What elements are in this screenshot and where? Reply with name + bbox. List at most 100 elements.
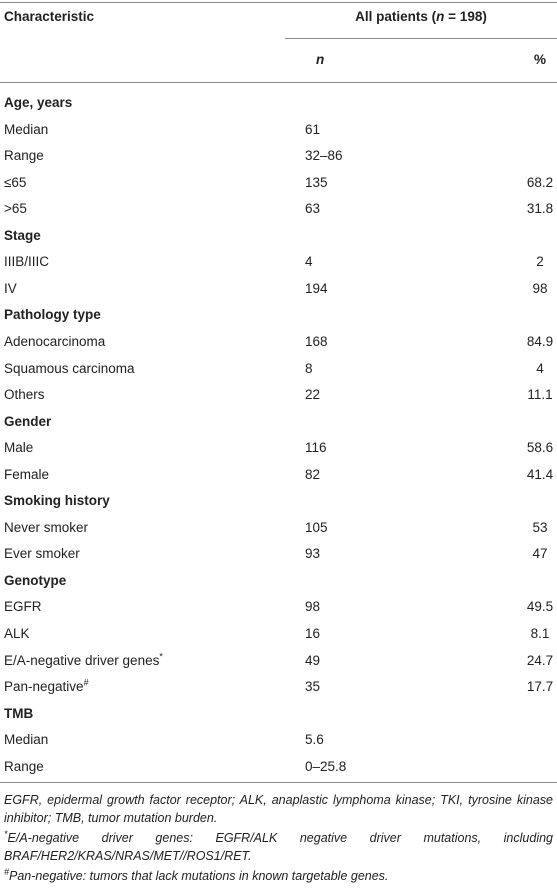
data-row: Median 5.6 [0,727,557,754]
superscript: * [4,828,8,839]
row-label: E/A-negative driver genes* [4,648,163,675]
section-row: Stage [0,223,557,250]
label-text: ≤65 [4,174,27,190]
row-label: Male [4,435,33,462]
section-row: Age, years [0,90,557,117]
label-text: E/A-negative driver genes [4,652,160,668]
count: 105 [305,519,328,535]
footnote-text: Pan-negative: tumors that lack mutations… [9,869,389,883]
column-header: n [316,52,325,67]
section-title: Smoking history [4,493,110,509]
label-text: Squamous carcinoma [4,360,135,376]
row-label: Never smoker [4,515,88,542]
row-label: Others [4,382,45,409]
label-text: Never smoker [4,519,89,535]
count: 61 [305,121,321,137]
count: 49 [305,652,321,668]
text: n [436,9,445,24]
superscript: * [159,651,163,662]
label-text: Ever smoker [4,546,80,562]
row-label: IIIB/IIIC [4,249,49,276]
data-row: ALK 16 8.1 [0,621,557,648]
rule [0,2,557,3]
count: 93 [305,546,321,562]
row-label: ALK [4,621,30,648]
count: 32–86 [305,148,343,164]
percent: 8.1 [530,626,550,641]
data-row: Range 32–86 [0,143,557,170]
percent: 2 [536,254,544,270]
count: 194 [305,280,328,296]
count: 8 [305,360,313,376]
percent: 98 [532,280,548,296]
row-label: Median [4,727,48,754]
rule [285,38,557,39]
count: 4 [305,254,313,270]
percent: 31.8 [526,201,554,217]
row-label: Adenocarcinoma [4,329,105,356]
count: 22 [305,387,321,403]
superscript: # [83,677,89,688]
row-label: Female [4,462,49,489]
label-text: IV [4,280,17,296]
column-header: Characteristic [4,9,95,24]
percent: 47 [532,546,548,562]
footnote: *E/A-negative driver genes: EGFR/ALK neg… [4,829,553,865]
row-label: EGFR [4,594,42,621]
section-title: Pathology type [4,307,101,323]
label-text: >65 [4,201,27,217]
data-row: ≤65 135 68.2 [0,170,557,197]
percent: 53 [532,519,548,535]
data-row: Others 22 11.1 [0,382,557,409]
percent: 11.1 [527,387,553,403]
percent: 49.5 [526,599,554,615]
count: 16 [305,626,321,641]
count: 63 [305,201,321,217]
footnote: #Pan-negative: tumors that lack mutation… [4,867,553,885]
footnote: EGFR, epidermal growth factor receptor; … [4,791,553,827]
percent: 58.6 [526,440,554,456]
label-text: Median [4,121,49,137]
superscript: # [4,866,10,877]
data-row: Median 61 [0,117,557,144]
data-row: Squamous carcinoma 8 4 [0,356,557,383]
row-label: ≤65 [4,170,26,197]
count: 5.6 [305,732,324,748]
percent: 84.9 [526,333,554,349]
data-row: Pan-negative# 35 17.7 [0,674,557,701]
label-text: EGFR [4,599,42,615]
row-label: Ever smoker [4,541,80,568]
percent: 24.7 [526,652,554,668]
label-text: Others [4,387,45,403]
section-row: Pathology type [0,302,557,329]
percent: 41.4 [526,466,554,482]
data-row: Male 116 58.6 [0,435,557,462]
count: 82 [305,466,321,482]
label-text: Pan-negative [4,679,84,695]
label-text: Male [4,440,34,456]
text: = 198) [444,9,487,24]
row-label: IV [4,276,17,303]
data-row: Adenocarcinoma 168 84.9 [0,329,557,356]
footnote-text: E/A-negative driver genes: EGFR/ALK nega… [4,831,553,863]
label-text: ALK [4,626,30,641]
percent: 17.7 [526,679,554,695]
section-title: Age, years [4,95,73,110]
section-title: Stage [4,227,41,243]
data-row: EGFR 98 49.5 [0,594,557,621]
label-text: Female [4,466,50,482]
row-label: Pan-negative# [4,674,89,701]
count: 116 [305,440,327,456]
group-header: All patients (n = 198) [285,9,557,24]
count: 168 [305,333,328,349]
row-label: Squamous carcinoma [4,356,135,383]
data-row: IIIB/IIIC 4 2 [0,249,557,276]
label-text: Adenocarcinoma [4,333,106,349]
percent: 4 [536,360,544,376]
row-label: Range [4,143,44,170]
count: 98 [305,599,321,615]
label-text: Range [4,148,44,164]
data-row: Range 0–25.8 [0,754,557,781]
data-row: >65 63 31.8 [0,196,557,223]
